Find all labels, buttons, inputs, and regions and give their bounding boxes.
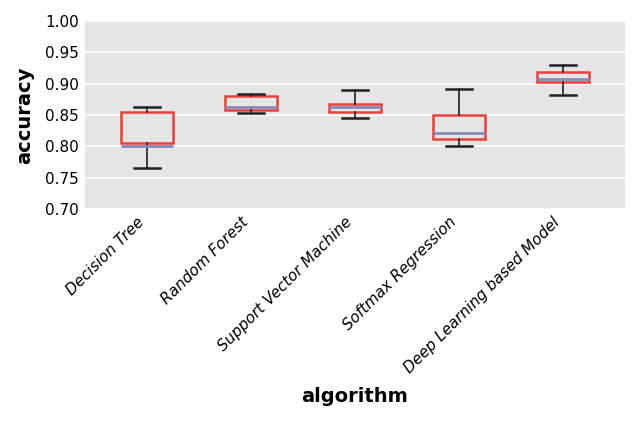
PathPatch shape xyxy=(225,96,277,110)
PathPatch shape xyxy=(329,104,381,112)
Y-axis label: accuracy: accuracy xyxy=(15,67,34,164)
PathPatch shape xyxy=(433,115,484,139)
PathPatch shape xyxy=(121,112,173,143)
X-axis label: algorithm: algorithm xyxy=(301,387,408,406)
PathPatch shape xyxy=(537,72,589,83)
